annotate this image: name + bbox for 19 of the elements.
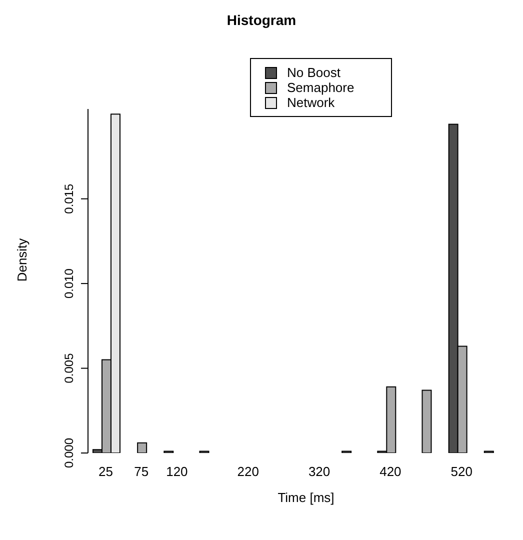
bar <box>137 442 148 453</box>
legend-label: Network <box>286 95 336 110</box>
x-tick-label: 220 <box>237 464 259 480</box>
x-tick-label: 320 <box>308 464 330 480</box>
x-tick-label: 120 <box>166 464 188 480</box>
bar <box>422 390 432 453</box>
chart-title: Histogram <box>226 12 298 28</box>
x-axis-title: Time [ms] <box>276 490 336 505</box>
x-tick-label: 420 <box>380 464 402 480</box>
x-tick-label: 520 <box>450 464 472 480</box>
x-tick-label: 75 <box>134 464 149 480</box>
y-tick-label: 0.000 <box>62 438 76 468</box>
y-tick-label: 0.015 <box>62 183 76 214</box>
y-tick-label: 0.010 <box>62 268 76 299</box>
legend-label: No Boost <box>286 65 342 80</box>
y-tick-label: 0.005 <box>62 352 76 384</box>
x-tick-label: 25 <box>98 464 114 480</box>
legend-label: Semaphore <box>286 80 356 95</box>
y-axis-title: Density <box>14 238 30 282</box>
